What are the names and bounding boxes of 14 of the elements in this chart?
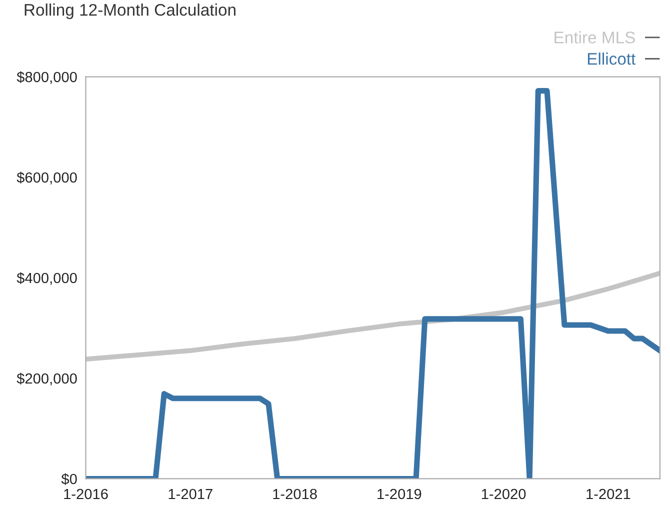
y-tick-label: $800,000 [16,71,77,84]
y-tick-label: $200,000 [16,372,77,386]
text: Entire MLS [554,31,635,44]
y-tick-label: $0 [61,473,77,486]
y-tick-label: $600,000 [16,172,77,184]
x-tick-label: 1-2020 [482,488,526,500]
y-tick-label: $400,000 [16,272,77,285]
x-tick-label: 1-2021 [586,488,630,500]
chart-title: Rolling 12-Month Calculation [24,4,236,20]
x-tick-label: 1-2016 [64,488,108,500]
text: Ellicott [588,52,636,65]
x-tick-label: 1-2018 [273,488,317,500]
x-tick-label: 1-2017 [168,488,212,500]
x-tick-label: 1-2019 [378,488,422,500]
